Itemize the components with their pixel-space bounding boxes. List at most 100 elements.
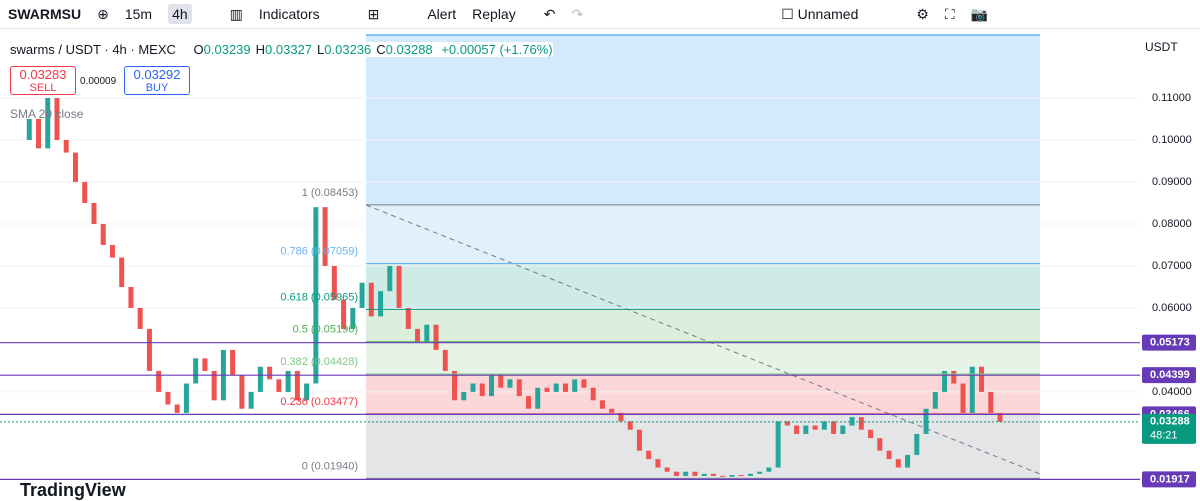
candle <box>239 375 245 409</box>
candle <box>193 358 199 384</box>
add-symbol[interactable]: ⊕ <box>97 5 109 22</box>
candle <box>701 473 707 476</box>
candle <box>988 391 994 413</box>
candle <box>313 207 319 384</box>
ohlc-key: H <box>255 42 266 57</box>
candle <box>692 471 698 476</box>
buy-label: BUY <box>145 82 169 94</box>
symbol[interactable]: SWARMSU <box>8 6 82 22</box>
price-badge <box>1142 367 1196 384</box>
fib-label: 1 (0.08453) <box>302 187 358 199</box>
price-tick-label: 0.07000 <box>1152 260 1192 272</box>
candle <box>72 152 78 182</box>
trend-line <box>365 204 1041 475</box>
buy-price: 0.03292 <box>133 67 181 82</box>
candle <box>710 473 716 476</box>
candle <box>479 383 485 397</box>
candle <box>452 370 458 401</box>
candle <box>951 370 957 384</box>
indicator[interactable]: SMA 20 close <box>10 107 84 121</box>
candle <box>156 370 162 392</box>
candle <box>26 118 32 140</box>
candle <box>341 299 347 329</box>
candle <box>969 366 975 413</box>
price-badge <box>1142 471 1196 488</box>
candle <box>905 454 911 468</box>
fib-band <box>366 309 1040 342</box>
fib-label: 0.236 (0.03477) <box>280 396 358 408</box>
candle <box>766 467 772 472</box>
candle <box>174 404 180 413</box>
price-tick-label: 0.08000 <box>1152 218 1192 230</box>
indicators[interactable]: Indicators <box>258 6 320 22</box>
fib-label: 0.5 (0.05196) <box>293 324 358 336</box>
alert[interactable]: Alert <box>427 6 457 22</box>
interval[interactable]: 4h <box>168 4 192 24</box>
candle <box>331 265 337 300</box>
candle <box>775 421 781 468</box>
interval[interactable]: 15m <box>124 6 153 22</box>
price-badge-label: 0.01917 <box>1150 473 1190 485</box>
fib-band <box>366 204 1040 264</box>
fullscreen[interactable]: ⛶ <box>944 5 955 22</box>
candle <box>729 475 735 477</box>
candle <box>720 475 726 477</box>
change: +0.00057 (+1.76%) <box>441 42 553 57</box>
undo[interactable]: ↶ <box>543 5 556 22</box>
candle <box>655 459 661 468</box>
candle <box>599 400 605 409</box>
candle <box>359 282 365 308</box>
buy-button[interactable]: 0.03292 BUY <box>124 66 190 95</box>
currency[interactable]: USDT <box>1145 40 1178 54</box>
snapshot[interactable]: 📷 <box>970 5 989 22</box>
candle <box>525 396 531 409</box>
candle <box>627 421 633 430</box>
candle <box>146 328 152 371</box>
candle <box>886 450 892 460</box>
candle <box>997 412 1003 422</box>
candle <box>35 118 41 149</box>
layout[interactable]: ☐ Unnamed <box>781 5 859 22</box>
settings[interactable]: ⚙ <box>916 5 929 22</box>
candle <box>45 97 51 149</box>
candle <box>553 383 559 392</box>
candle <box>433 324 439 350</box>
candle <box>304 383 310 401</box>
fib-label: 0.382 (0.04428) <box>280 356 358 368</box>
candle <box>350 307 356 329</box>
sell-button[interactable]: 0.03283 SELL <box>10 66 76 95</box>
candle <box>849 417 855 426</box>
candle <box>63 139 69 153</box>
redo[interactable]: ↷ <box>571 5 584 22</box>
price-tick-label: 0.06000 <box>1152 302 1192 314</box>
legend-title: swarms / USDT · 4h · MEXC <box>10 42 176 57</box>
candle <box>230 349 236 376</box>
candle <box>405 307 411 329</box>
replay[interactable]: Replay <box>472 6 516 22</box>
sell-label: SELL <box>29 82 57 94</box>
templates[interactable]: ⊞ <box>367 5 380 22</box>
countdown: 48:21 <box>1150 430 1178 442</box>
ohlc-value: 0.03327 <box>265 42 313 57</box>
candle <box>100 223 106 245</box>
candle <box>914 433 920 455</box>
candle <box>165 391 171 405</box>
ohlc-value: 0.03236 <box>324 42 372 57</box>
candle <box>285 370 291 392</box>
candle <box>942 370 948 392</box>
candle <box>257 366 263 392</box>
candle <box>461 391 467 401</box>
candle <box>609 408 615 413</box>
candle <box>673 471 679 476</box>
ohlc-value: 0.03239 <box>203 42 251 57</box>
chart-type[interactable]: ▥ <box>229 5 243 22</box>
candle <box>868 429 874 439</box>
candle <box>747 473 753 476</box>
candle <box>646 450 652 460</box>
candle <box>562 383 568 392</box>
candle <box>91 202 97 224</box>
candle <box>544 387 550 392</box>
candle <box>516 379 522 397</box>
candle <box>211 370 217 401</box>
